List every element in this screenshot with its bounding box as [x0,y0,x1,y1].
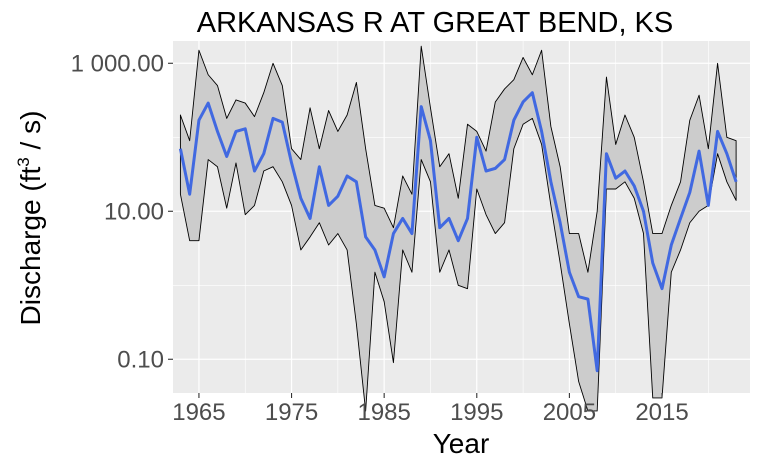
y-tick-label: 1 000.00 [71,50,164,77]
y-axis-title-main: Discharge [15,199,46,325]
y-tick-label: 0.10 [117,346,164,373]
y-axis: 0.10 10.00 1 000.00 [71,50,173,373]
range-band [179,45,737,412]
median-line [178,91,738,373]
range-band-area [179,45,737,412]
y-axis-title: Discharge (ft3 / s) [14,111,46,326]
x-tick-label: 1965 [172,399,225,426]
chart-title: ARKANSAS R AT GREAT BEND, KS [197,7,674,39]
y-tick-label: 10.00 [104,198,164,225]
y-axis-title-unit-sup: 3 [14,157,33,166]
x-tick-label: 1995 [450,399,503,426]
x-tick-label: 2015 [635,399,688,426]
median-line-path [178,91,738,373]
x-axis-title: Year [433,428,490,459]
x-tick-label: 1975 [265,399,318,426]
y-axis-title-open: ( [15,182,46,200]
x-tick-label: 2005 [543,399,596,426]
x-tick-label: 1985 [357,399,410,426]
x-axis: 1965 1975 1985 1995 2005 2015 [172,393,689,426]
y-axis-title-unit-tail: / s) [15,111,46,158]
y-axis-title-unit: ft [15,166,46,182]
